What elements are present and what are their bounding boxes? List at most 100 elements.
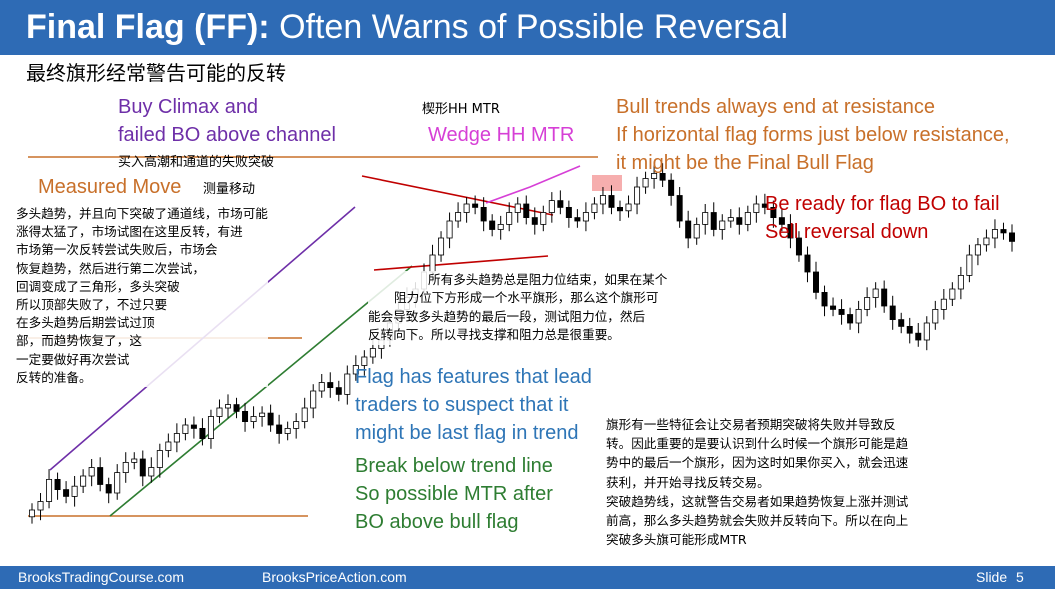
bull-trends-label-3: it might be the Final Bull Flag bbox=[616, 152, 874, 174]
candle-body bbox=[523, 203, 530, 219]
note-right-line: 获利，并开始寻找反转交易。 bbox=[606, 474, 770, 490]
candle-body bbox=[821, 291, 828, 307]
candle-body bbox=[548, 200, 555, 213]
candle-body bbox=[966, 254, 973, 276]
candle-body bbox=[881, 288, 888, 307]
candle-body bbox=[182, 424, 189, 434]
notes-left: 多头趋势，并且向下突破了通道线，市场可能 涨得太猛了，市场试图在这里反转，有进 … bbox=[16, 205, 268, 388]
candle-body bbox=[813, 271, 820, 293]
candle-body bbox=[668, 179, 675, 196]
candle-body bbox=[46, 478, 53, 502]
note-right-line: 突破多头旗可能形成MTR bbox=[606, 532, 747, 548]
candle-body bbox=[855, 308, 862, 324]
candle-body bbox=[446, 220, 453, 239]
candle-body bbox=[489, 220, 496, 230]
candle-body bbox=[659, 172, 666, 181]
final-top-highlight bbox=[592, 175, 622, 191]
candle-body bbox=[173, 433, 180, 443]
candle-body bbox=[727, 217, 734, 222]
candle-body bbox=[634, 186, 641, 205]
candle-body bbox=[830, 305, 837, 310]
candle-body bbox=[497, 223, 504, 230]
candle-body bbox=[710, 212, 717, 230]
candle-body bbox=[651, 172, 658, 179]
candle-body bbox=[122, 461, 129, 473]
candle-body bbox=[97, 467, 104, 485]
note-right-line: 势中的最后一个旗形，因为这时如果你买入，就会迅速 bbox=[606, 455, 909, 471]
footer-left-link[interactable]: BrooksTradingCourse.com bbox=[18, 569, 184, 585]
note-right-line: 前高，那么多头趋势就会失败并反转向下。所以在向上 bbox=[606, 513, 909, 529]
triangle-top-line bbox=[361, 175, 554, 216]
note-left-line: 恢复趋势，然后进行第二次尝试， bbox=[16, 260, 205, 276]
candle-body bbox=[702, 212, 709, 225]
candle-body bbox=[71, 485, 78, 497]
candle-body bbox=[864, 297, 871, 310]
break-label-2: So possible MTR after bbox=[355, 483, 553, 505]
candle-body bbox=[63, 489, 70, 497]
note-left-line: 涨得太猛了，市场试图在这里反转，有进 bbox=[16, 224, 243, 240]
candle-body bbox=[114, 472, 121, 494]
candle-body bbox=[455, 212, 462, 222]
candle-body bbox=[284, 427, 291, 434]
candle-body bbox=[139, 458, 146, 477]
candle-body bbox=[744, 212, 751, 225]
candle-body bbox=[804, 254, 811, 273]
footer-center-link[interactable]: BrooksPriceAction.com bbox=[262, 569, 407, 585]
candle-body bbox=[591, 203, 598, 213]
candle-body bbox=[369, 348, 376, 358]
candle-body bbox=[156, 450, 163, 468]
candle-body bbox=[327, 382, 334, 388]
candle-body bbox=[923, 322, 930, 341]
buy-climax-label-1: Buy Climax and bbox=[118, 96, 259, 118]
note-left-line: 市场第一次反转尝试失败后，市场会 bbox=[16, 242, 218, 258]
candle-body bbox=[1000, 229, 1007, 234]
candle-body bbox=[753, 203, 760, 213]
note-left-line: 回调变成了三角形，多头突破 bbox=[16, 278, 180, 294]
candle-body bbox=[216, 407, 223, 417]
candle-body bbox=[940, 298, 947, 310]
candle-body bbox=[719, 220, 726, 230]
candle-body bbox=[957, 274, 964, 290]
break-label-1: Break below trend line bbox=[355, 455, 553, 477]
flag-features-label-1: Flag has features that lead bbox=[355, 366, 592, 388]
candle-body bbox=[906, 325, 913, 334]
candle-body bbox=[770, 206, 777, 218]
note-middle-line: 所有多头趋势总是阻力位结束，如果在某个 bbox=[428, 272, 668, 287]
bull-trends-label-1: Bull trends always end at resistance bbox=[616, 96, 936, 118]
flag-features-label-2: traders to suspect that it bbox=[355, 394, 569, 416]
candle-body bbox=[242, 410, 249, 422]
candle-body bbox=[599, 195, 606, 205]
buy-climax-cn: 买入高潮和通道的失败突破 bbox=[118, 155, 275, 170]
note-left-line: 一定要做好再次尝试 bbox=[16, 351, 130, 367]
candle-body bbox=[991, 229, 998, 239]
candle-body bbox=[540, 212, 547, 225]
candle-body bbox=[983, 237, 990, 246]
wedge-cn: 楔形HH MTR bbox=[422, 102, 500, 117]
candle-body bbox=[531, 217, 538, 225]
measured-move-cn: 测量移动 bbox=[203, 182, 256, 197]
candle-body bbox=[617, 206, 624, 212]
candle-body bbox=[37, 501, 44, 511]
candle-body bbox=[105, 484, 112, 494]
candle-body bbox=[80, 475, 87, 487]
candle-body bbox=[352, 365, 359, 375]
slide-number: 5 bbox=[1016, 569, 1024, 585]
candle-body bbox=[344, 373, 351, 395]
note-left-line: 多头趋势，并且向下突破了通道线，市场可能 bbox=[16, 206, 268, 221]
candle-body bbox=[736, 217, 743, 225]
candle-body bbox=[54, 478, 61, 490]
candle-body bbox=[565, 206, 572, 218]
note-right-line: 旗形有一些特征会让交易者预期突破将失败并导致反 bbox=[606, 417, 896, 432]
candle-body bbox=[557, 200, 564, 208]
candle-body bbox=[795, 237, 802, 256]
note-left-line: 部，而趋势恢复了，这 bbox=[16, 333, 142, 349]
candle-body bbox=[761, 203, 768, 208]
slide-label: Slide bbox=[976, 569, 1008, 585]
notes-middle: 所有多头趋势总是阻力位结束，如果在某个 阻力位下方形成一个水平旗形，那么这个旗形… bbox=[368, 271, 668, 345]
candle-body bbox=[787, 223, 794, 239]
candle-body bbox=[915, 332, 922, 341]
candle-body bbox=[932, 308, 939, 324]
candle-body bbox=[293, 421, 300, 429]
title-rest: Often Warns of Possible Reversal bbox=[269, 8, 789, 46]
candle-body bbox=[574, 217, 581, 222]
